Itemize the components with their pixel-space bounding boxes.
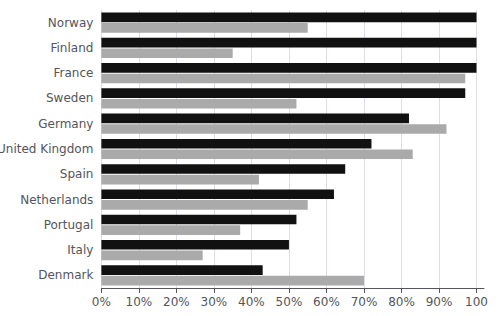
svg-text:40%: 40% <box>238 295 265 309</box>
svg-text:0%: 0% <box>92 295 111 309</box>
svg-text:Finland: Finland <box>50 41 93 55</box>
svg-text:50%: 50% <box>276 295 303 309</box>
svg-text:Sweden: Sweden <box>46 91 93 105</box>
svg-text:United Kingdom: United Kingdom <box>0 142 93 156</box>
svg-text:Netherlands: Netherlands <box>20 193 93 207</box>
svg-text:90%: 90% <box>426 295 453 309</box>
svg-text:60%: 60% <box>313 295 340 309</box>
svg-text:Norway: Norway <box>48 16 94 30</box>
svg-text:100: 100 <box>465 295 488 309</box>
svg-text:Denmark: Denmark <box>38 268 93 282</box>
svg-text:70%: 70% <box>351 295 378 309</box>
svg-text:30%: 30% <box>201 295 228 309</box>
svg-text:Germany: Germany <box>38 117 93 131</box>
svg-text:80%: 80% <box>388 295 415 309</box>
svg-text:Italy: Italy <box>67 243 93 257</box>
svg-text:Spain: Spain <box>60 167 94 181</box>
svg-text:France: France <box>53 66 93 80</box>
svg-text:20%: 20% <box>163 295 190 309</box>
svg-text:Portugal: Portugal <box>44 218 94 232</box>
svg-text:10%: 10% <box>126 295 153 309</box>
